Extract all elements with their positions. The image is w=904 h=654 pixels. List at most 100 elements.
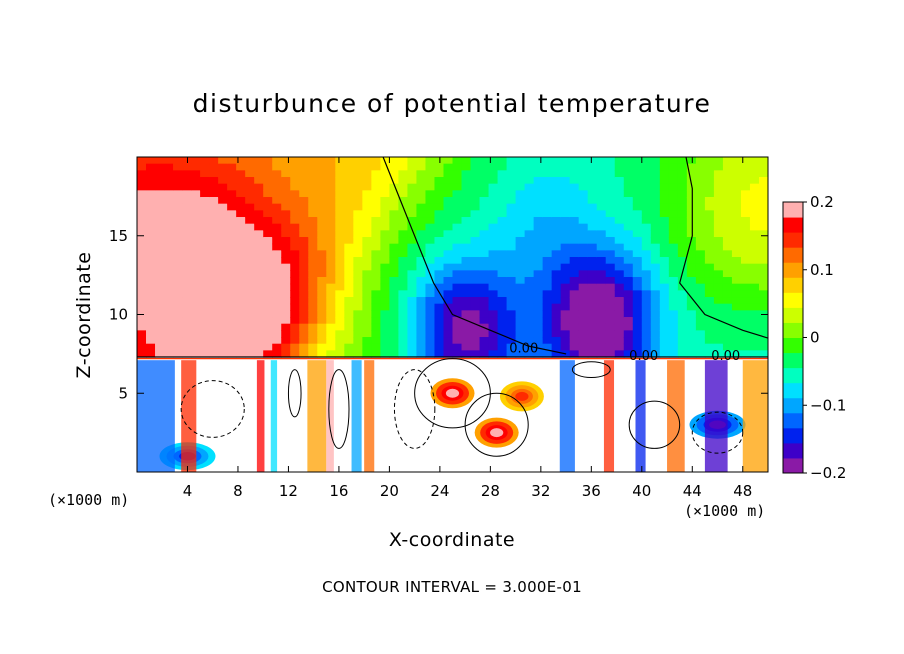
field-cell	[623, 290, 634, 298]
field-cell	[209, 210, 219, 218]
field-cell	[650, 257, 661, 265]
field-cell	[551, 250, 562, 258]
field-cell	[182, 237, 192, 245]
field-cell	[425, 350, 436, 358]
field-cell	[371, 170, 381, 178]
field-cell	[155, 303, 165, 311]
field-cell	[335, 243, 345, 251]
field-cell	[389, 243, 400, 251]
field-cell	[308, 343, 318, 351]
field-cell	[317, 337, 327, 345]
field-cell	[704, 323, 715, 331]
field-cell	[470, 310, 481, 318]
lower-field	[137, 358, 768, 472]
field-cell	[299, 163, 309, 171]
field-cell	[407, 210, 418, 218]
field-cell	[407, 297, 418, 305]
field-cell	[443, 350, 454, 358]
field-cell	[488, 323, 499, 331]
field-cell	[155, 197, 165, 205]
field-cell	[200, 283, 210, 291]
field-cell	[641, 217, 652, 225]
field-cell	[407, 237, 418, 245]
field-cell	[497, 230, 508, 238]
field-cell	[533, 203, 544, 211]
field-cell	[668, 303, 679, 311]
field-cell	[461, 223, 472, 231]
field-cell	[407, 277, 418, 285]
field-cell	[425, 323, 436, 331]
field-cell	[551, 183, 562, 191]
field-cell	[443, 237, 454, 245]
field-cell	[659, 310, 670, 318]
field-cell	[164, 183, 174, 191]
field-cell	[560, 323, 571, 331]
x-axis-label: X-coordinate	[389, 529, 515, 551]
field-cell	[758, 350, 768, 358]
field-cell	[137, 203, 147, 211]
field-cell	[200, 197, 210, 205]
field-cell	[695, 243, 706, 251]
field-cell	[299, 210, 309, 218]
colorbar-segment	[783, 382, 803, 399]
field-cell	[596, 243, 607, 251]
field-cell	[704, 343, 715, 351]
field-cell	[155, 217, 165, 225]
field-cell	[191, 217, 201, 225]
field-cell	[551, 237, 562, 245]
field-cell	[362, 197, 372, 205]
field-cell	[416, 290, 427, 298]
field-cell	[677, 310, 688, 318]
field-cell	[272, 263, 282, 271]
field-cell	[569, 303, 580, 311]
field-cell	[479, 350, 490, 358]
field-cell	[596, 177, 607, 185]
field-cell	[326, 217, 336, 225]
field-cell	[164, 277, 174, 285]
field-cell	[533, 223, 544, 231]
field-cell	[245, 217, 255, 225]
field-cell	[398, 303, 409, 311]
field-cell	[209, 303, 219, 311]
field-cell	[326, 210, 336, 218]
field-cell	[182, 317, 192, 325]
field-cell	[686, 163, 697, 171]
colorbar-segment	[783, 337, 803, 354]
field-cell	[488, 297, 499, 305]
field-cell	[695, 297, 706, 305]
field-cell	[227, 330, 237, 338]
field-cell	[380, 237, 390, 245]
field-cell	[488, 263, 499, 271]
field-cell	[407, 203, 418, 211]
field-cell	[236, 203, 246, 211]
field-cell	[488, 270, 499, 278]
field-cell	[623, 237, 634, 245]
field-cell	[551, 210, 562, 218]
field-cell	[434, 337, 445, 345]
field-cell	[470, 177, 481, 185]
field-cell	[713, 237, 724, 245]
field-cell	[560, 243, 571, 251]
field-cell	[542, 177, 553, 185]
field-cell	[200, 297, 210, 305]
field-cell	[587, 270, 598, 278]
field-cell	[497, 217, 508, 225]
field-cell	[659, 163, 670, 171]
field-cell	[704, 177, 715, 185]
field-cell	[272, 277, 282, 285]
field-cell	[542, 317, 553, 325]
field-cell	[758, 297, 768, 305]
field-cell	[650, 177, 661, 185]
contour-label: 0.00	[629, 349, 658, 364]
field-cell	[623, 350, 634, 358]
contour-label: 0.00	[509, 341, 538, 356]
field-cell	[587, 263, 598, 271]
field-cell	[389, 270, 400, 278]
field-cell	[515, 163, 526, 171]
field-cell	[263, 270, 273, 278]
field-cell	[542, 310, 553, 318]
field-cell	[353, 250, 363, 258]
field-cell	[596, 203, 607, 211]
field-cell	[182, 230, 192, 238]
field-cell	[263, 203, 273, 211]
